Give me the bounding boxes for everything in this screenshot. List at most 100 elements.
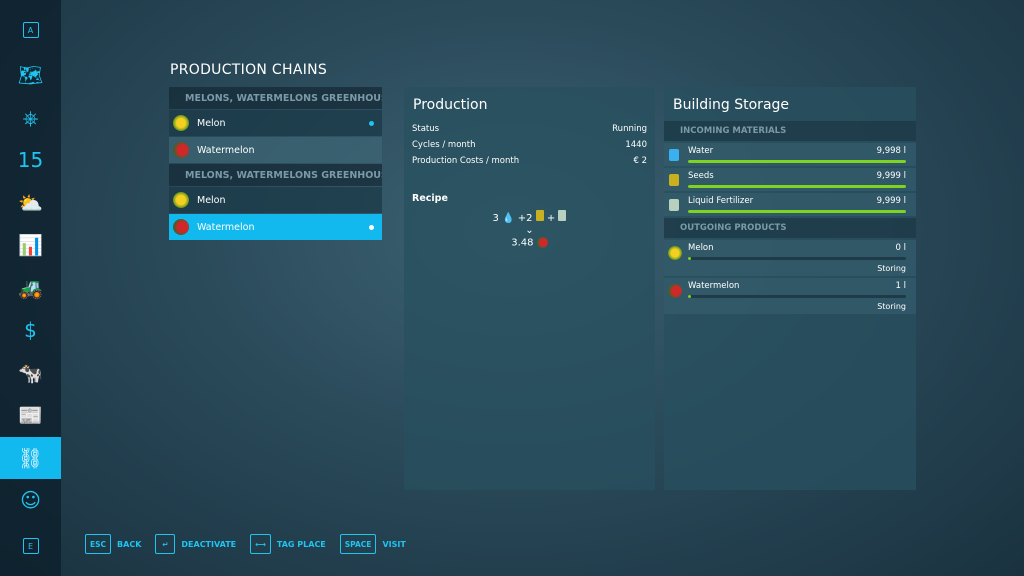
chain-item[interactable]: Melon: [169, 110, 382, 136]
fill-bar: [688, 210, 906, 213]
fill-bar: [688, 160, 906, 163]
key-hint: ⟷: [250, 534, 271, 554]
contracts-icon: 📰: [18, 403, 43, 427]
outgoing-header: OUTGOING PRODUCTS: [664, 218, 916, 238]
help-icon: ☺: [20, 488, 41, 512]
storage-value: 1 l: [895, 281, 906, 291]
chain-item[interactable]: Watermelon: [169, 137, 382, 163]
weather-icon: ⛅: [18, 190, 43, 215]
chain-item-label: Melon: [197, 194, 226, 206]
chain-item[interactable]: Melon: [169, 187, 382, 213]
arrow-down-icon: ⌄: [525, 225, 534, 236]
footer-visit-button[interactable]: SPACE VISIT: [339, 534, 406, 554]
chain-item[interactable]: Watermelon: [169, 214, 382, 240]
storage-item: Watermelon 1 l Storing: [664, 278, 916, 314]
storage-value: 9,998 l: [876, 146, 906, 156]
finance-icon: $: [24, 318, 37, 342]
production-row: Production Costs / month € 2: [404, 153, 655, 169]
page-title: PRODUCTION CHAINS: [170, 62, 328, 78]
storage-label: Melon: [688, 243, 714, 253]
key-hint: SPACE: [339, 534, 377, 554]
tractor-icon: 🚜: [18, 275, 43, 300]
storage-mode: Storing: [877, 302, 906, 311]
fill-bar: [688, 185, 906, 188]
production-row: Status Running: [404, 121, 655, 137]
map-icon: 🗺: [17, 63, 44, 87]
sidebar-item-weather[interactable]: ⛅: [0, 182, 61, 224]
action-label: BACK: [117, 539, 142, 549]
building-storage-panel: Building Storage INCOMING MATERIALS Wate…: [664, 87, 916, 490]
footer-tag-place-button[interactable]: ⟷ TAG PLACE: [250, 534, 326, 554]
statistics-icon: 📊: [18, 233, 43, 257]
production-chain-list: MELONS, WATERMELONS GREENHOUSE Melon Water…: [169, 87, 382, 241]
watermelon-icon: [173, 219, 189, 235]
footer-actions: ESC BACK ↵ DEACTIVATE ⟷ TAG PLACE SPACE VISIT: [85, 534, 406, 554]
watermelon-icon: [536, 237, 548, 248]
storage-value: 9,999 l: [876, 171, 906, 181]
fill-bar: [688, 257, 906, 260]
sidebar-item-steering-wheel[interactable]: ⎈: [0, 97, 61, 139]
key-a-button[interactable]: A: [0, 9, 61, 51]
row-label: Status: [412, 124, 440, 134]
storage-label: Seeds: [688, 171, 714, 181]
storage-label: Watermelon: [688, 281, 740, 291]
storage-title: Building Storage: [673, 97, 790, 113]
key-hint: ↵: [155, 534, 176, 554]
storage-item: Liquid Fertilizer 9,999 l: [664, 193, 916, 216]
recipe-label: Recipe: [412, 193, 448, 204]
storage-label: Liquid Fertilizer: [688, 196, 754, 206]
production-row: Cycles / month 1440: [404, 137, 655, 153]
row-value: 1440: [625, 140, 647, 150]
melon-icon: [668, 246, 682, 260]
watermelon-icon: [173, 142, 189, 158]
water-icon: 💧: [502, 213, 515, 224]
sidebar: A 🗺 ⎈ 15 ⛅ 📊 🚜 $ 🐄 📰 ⛓ ☺ E: [0, 0, 61, 576]
key-e-button[interactable]: E: [0, 525, 61, 567]
storage-item: Melon 0 l Storing: [664, 240, 916, 276]
melon-icon: [173, 115, 189, 131]
sidebar-item-tractor[interactable]: 🚜: [0, 267, 61, 309]
chain-item-label: Melon: [197, 117, 226, 129]
production-title: Production: [413, 97, 488, 113]
calendar-icon: 15: [17, 148, 44, 172]
action-label: TAG PLACE: [276, 539, 326, 549]
row-value: € 2: [633, 156, 647, 166]
chain-group-header: MELONS, WATERMELONS GREENHOUSE: [169, 87, 382, 109]
storage-item: Seeds 9,999 l: [664, 168, 916, 191]
sidebar-item-contracts[interactable]: 📰: [0, 394, 61, 436]
active-indicator: [369, 120, 374, 126]
sidebar-item-calendar[interactable]: 15: [0, 139, 61, 181]
storage-label: Water: [688, 146, 714, 156]
storage-value: 0 l: [895, 243, 906, 253]
watermelon-icon: [668, 284, 682, 298]
storage-value: 9,999 l: [876, 196, 906, 206]
key-hint: ESC: [85, 534, 112, 554]
active-indicator: [369, 224, 374, 230]
sidebar-item-production[interactable]: ⛓: [0, 436, 61, 479]
sidebar-item-help[interactable]: ☺: [0, 479, 61, 521]
storage-item: Water 9,998 l: [664, 143, 916, 166]
action-label: DEACTIVATE: [181, 539, 237, 549]
row-value: Running: [612, 124, 647, 134]
fertilizer-icon: [669, 199, 679, 211]
sidebar-item-map[interactable]: 🗺: [0, 54, 61, 96]
footer-back-button[interactable]: ESC BACK: [85, 534, 141, 554]
sidebar-item-finance[interactable]: $: [0, 309, 61, 351]
sidebar-item-animals[interactable]: 🐄: [0, 352, 61, 394]
animals-icon: 🐄: [18, 360, 43, 385]
row-label: Cycles / month: [412, 140, 476, 150]
chain-item-label: Watermelon: [197, 144, 255, 156]
storage-mode: Storing: [877, 264, 906, 273]
steering-wheel-icon: ⎈: [22, 105, 39, 130]
fill-bar: [688, 295, 906, 298]
fertilizer-icon: [558, 210, 567, 221]
production-panel: Production Status Running Cycles / month 14…: [404, 87, 655, 490]
water-icon: [669, 149, 679, 161]
seeds-icon: [535, 210, 544, 221]
recipe: 3 💧 +2 + ⌄ 3.48: [404, 210, 655, 249]
sidebar-item-statistics[interactable]: 📊: [0, 224, 61, 266]
seeds-icon: [669, 174, 679, 186]
row-label: Production Costs / month: [412, 156, 520, 166]
footer-deactivate-button[interactable]: ↵ DEACTIVATE: [155, 534, 236, 554]
action-label: VISIT: [382, 539, 406, 549]
